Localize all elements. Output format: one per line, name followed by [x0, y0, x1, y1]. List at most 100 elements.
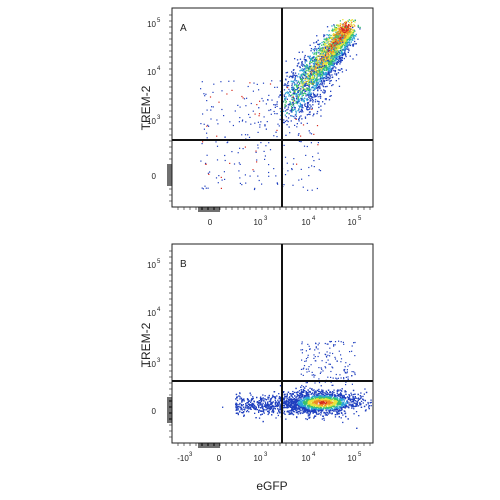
- panel-a-event-dot: [299, 70, 301, 72]
- panel-a-event-dot: [317, 70, 319, 72]
- panel-a-event-dot: [342, 43, 344, 45]
- panel-b-event-dot: [343, 395, 345, 397]
- panel-a-event-dot: [315, 60, 317, 62]
- panel-a-event-dot: [319, 84, 321, 86]
- panel-a-event-dot: [292, 86, 294, 88]
- panel-a-event-dot: [221, 179, 223, 181]
- panel-a-event-dot: [327, 71, 329, 73]
- panel-a-event-dot: [309, 58, 311, 60]
- panel-a-event-dot: [321, 47, 323, 49]
- panel-b-event-dot: [320, 397, 322, 399]
- panel-a-event-dot: [318, 46, 321, 48]
- panel-a-event-dot: [318, 64, 320, 66]
- panel-a-event-dot: [330, 53, 332, 55]
- panel-a-event-dot: [318, 44, 320, 46]
- panel-a-event-dot: [244, 146, 246, 148]
- panel-a-event-dot: [289, 101, 291, 103]
- panel-a-event-dot: [345, 29, 347, 31]
- panel-b-event-dot: [277, 414, 279, 417]
- panel-a-event-dot: [331, 58, 334, 60]
- panel-a-event-dot: [324, 74, 327, 76]
- panel-a-event-dot: [303, 58, 305, 60]
- panel-b-event-dot: [316, 389, 319, 392]
- panel-a-event-dot: [310, 59, 312, 61]
- panel-b-event-dot: [269, 401, 271, 403]
- panel-a-event-dot: [293, 92, 295, 94]
- panel-b-event-dot: [315, 402, 317, 405]
- panel-a-event-dot: [330, 71, 332, 73]
- panel-a-event-dot: [325, 79, 328, 81]
- panel-a-event-dot: [344, 27, 346, 30]
- panel-b-event-dot: [314, 402, 316, 404]
- panel-a-event-dot: [354, 30, 356, 32]
- panel-a-event-dot: [325, 63, 327, 66]
- panel-a-event-dot: [319, 72, 321, 74]
- panel-a-event-dot: [316, 80, 318, 82]
- panel-a-event-dot: [347, 36, 350, 38]
- panel-a-event-dot: [308, 85, 310, 87]
- panel-a-event-dot: [324, 66, 327, 68]
- panel-a-event-dot: [312, 65, 314, 67]
- panel-a-event-dot: [349, 44, 351, 47]
- panel-a-event-dot: [264, 125, 266, 127]
- panel-a-event-dot: [343, 32, 346, 35]
- panel-a-event-dot: [289, 91, 292, 93]
- panel-b-event-dot: [305, 392, 307, 395]
- panel-a-event-dot: [336, 54, 338, 56]
- panel-a-event-dot: [286, 91, 288, 93]
- panel-a-event-dot: [266, 121, 268, 123]
- panel-a-event-dot: [324, 90, 326, 92]
- panel-a-event-dot: [309, 66, 311, 69]
- panel-a-event-dot: [318, 55, 320, 57]
- panel-a-event-dot: [323, 61, 325, 63]
- panel-a-event-dot: [295, 95, 297, 97]
- panel-a-event-dot: [316, 58, 319, 61]
- panel-b-event-dot: [316, 406, 318, 409]
- panel-a-event-dot: [341, 71, 344, 73]
- panel-b-event-dot: [272, 408, 274, 410]
- panel-a-event-dot: [317, 144, 319, 146]
- panel-a-event-dot: [317, 68, 319, 70]
- panel-a-event-dot: [334, 40, 337, 43]
- panel-b-event-dot: [335, 397, 337, 400]
- panel-b-event-dot: [300, 409, 302, 411]
- panel-a-event-dot: [322, 67, 324, 69]
- panel-a-event-dot: [291, 109, 294, 111]
- panel-a-event-dot: [310, 142, 312, 144]
- panel-a-event-dot: [307, 94, 309, 96]
- panel-a-event-dot: [312, 60, 314, 63]
- panel-a-event-dot: [343, 36, 346, 38]
- panel-b-event-dot: [330, 405, 332, 407]
- panel-a-event-dot: [291, 97, 293, 99]
- panel-b-event-dot: [303, 396, 305, 399]
- panel-a-event-dot: [355, 43, 357, 45]
- panel-a-event-dot: [284, 83, 286, 85]
- panel-a-event-dot: [291, 71, 293, 73]
- panel-b-event-dot: [290, 402, 293, 404]
- panel-b-event-dot: [301, 399, 303, 401]
- panel-a-event-dot: [304, 68, 306, 70]
- panel-a-event-dot: [345, 21, 348, 23]
- panel-a-event-dot: [295, 101, 297, 103]
- panel-b-event-dot: [250, 400, 252, 402]
- panel-a-event-dot: [320, 73, 323, 75]
- panel-a-event-dot: [303, 74, 305, 76]
- panel-a-event-dot: [303, 73, 306, 75]
- panel-a-event-dot: [329, 77, 331, 79]
- panel-b-event-dot: [370, 405, 372, 407]
- panel-a-event-dot: [339, 20, 341, 22]
- panel-a-event-dot: [317, 90, 319, 92]
- panel-b-event-dot: [339, 389, 341, 391]
- panel-a-event-dot: [337, 36, 340, 38]
- panel-b-event-dot: [328, 395, 331, 397]
- panel-a-event-dot: [239, 147, 241, 149]
- panel-a-event-dot: [306, 87, 308, 89]
- panel-a-event-dot: [347, 31, 350, 33]
- panel-a-event-dot: [310, 79, 312, 81]
- panel-b-event-dot: [311, 395, 313, 397]
- panel-a-event-dot: [347, 42, 349, 44]
- panel-a-event-dot: [276, 86, 278, 88]
- panel-a-event-dot: [253, 170, 255, 172]
- panel-a-event-dot: [283, 119, 285, 121]
- panel-a-event-dot: [308, 175, 310, 177]
